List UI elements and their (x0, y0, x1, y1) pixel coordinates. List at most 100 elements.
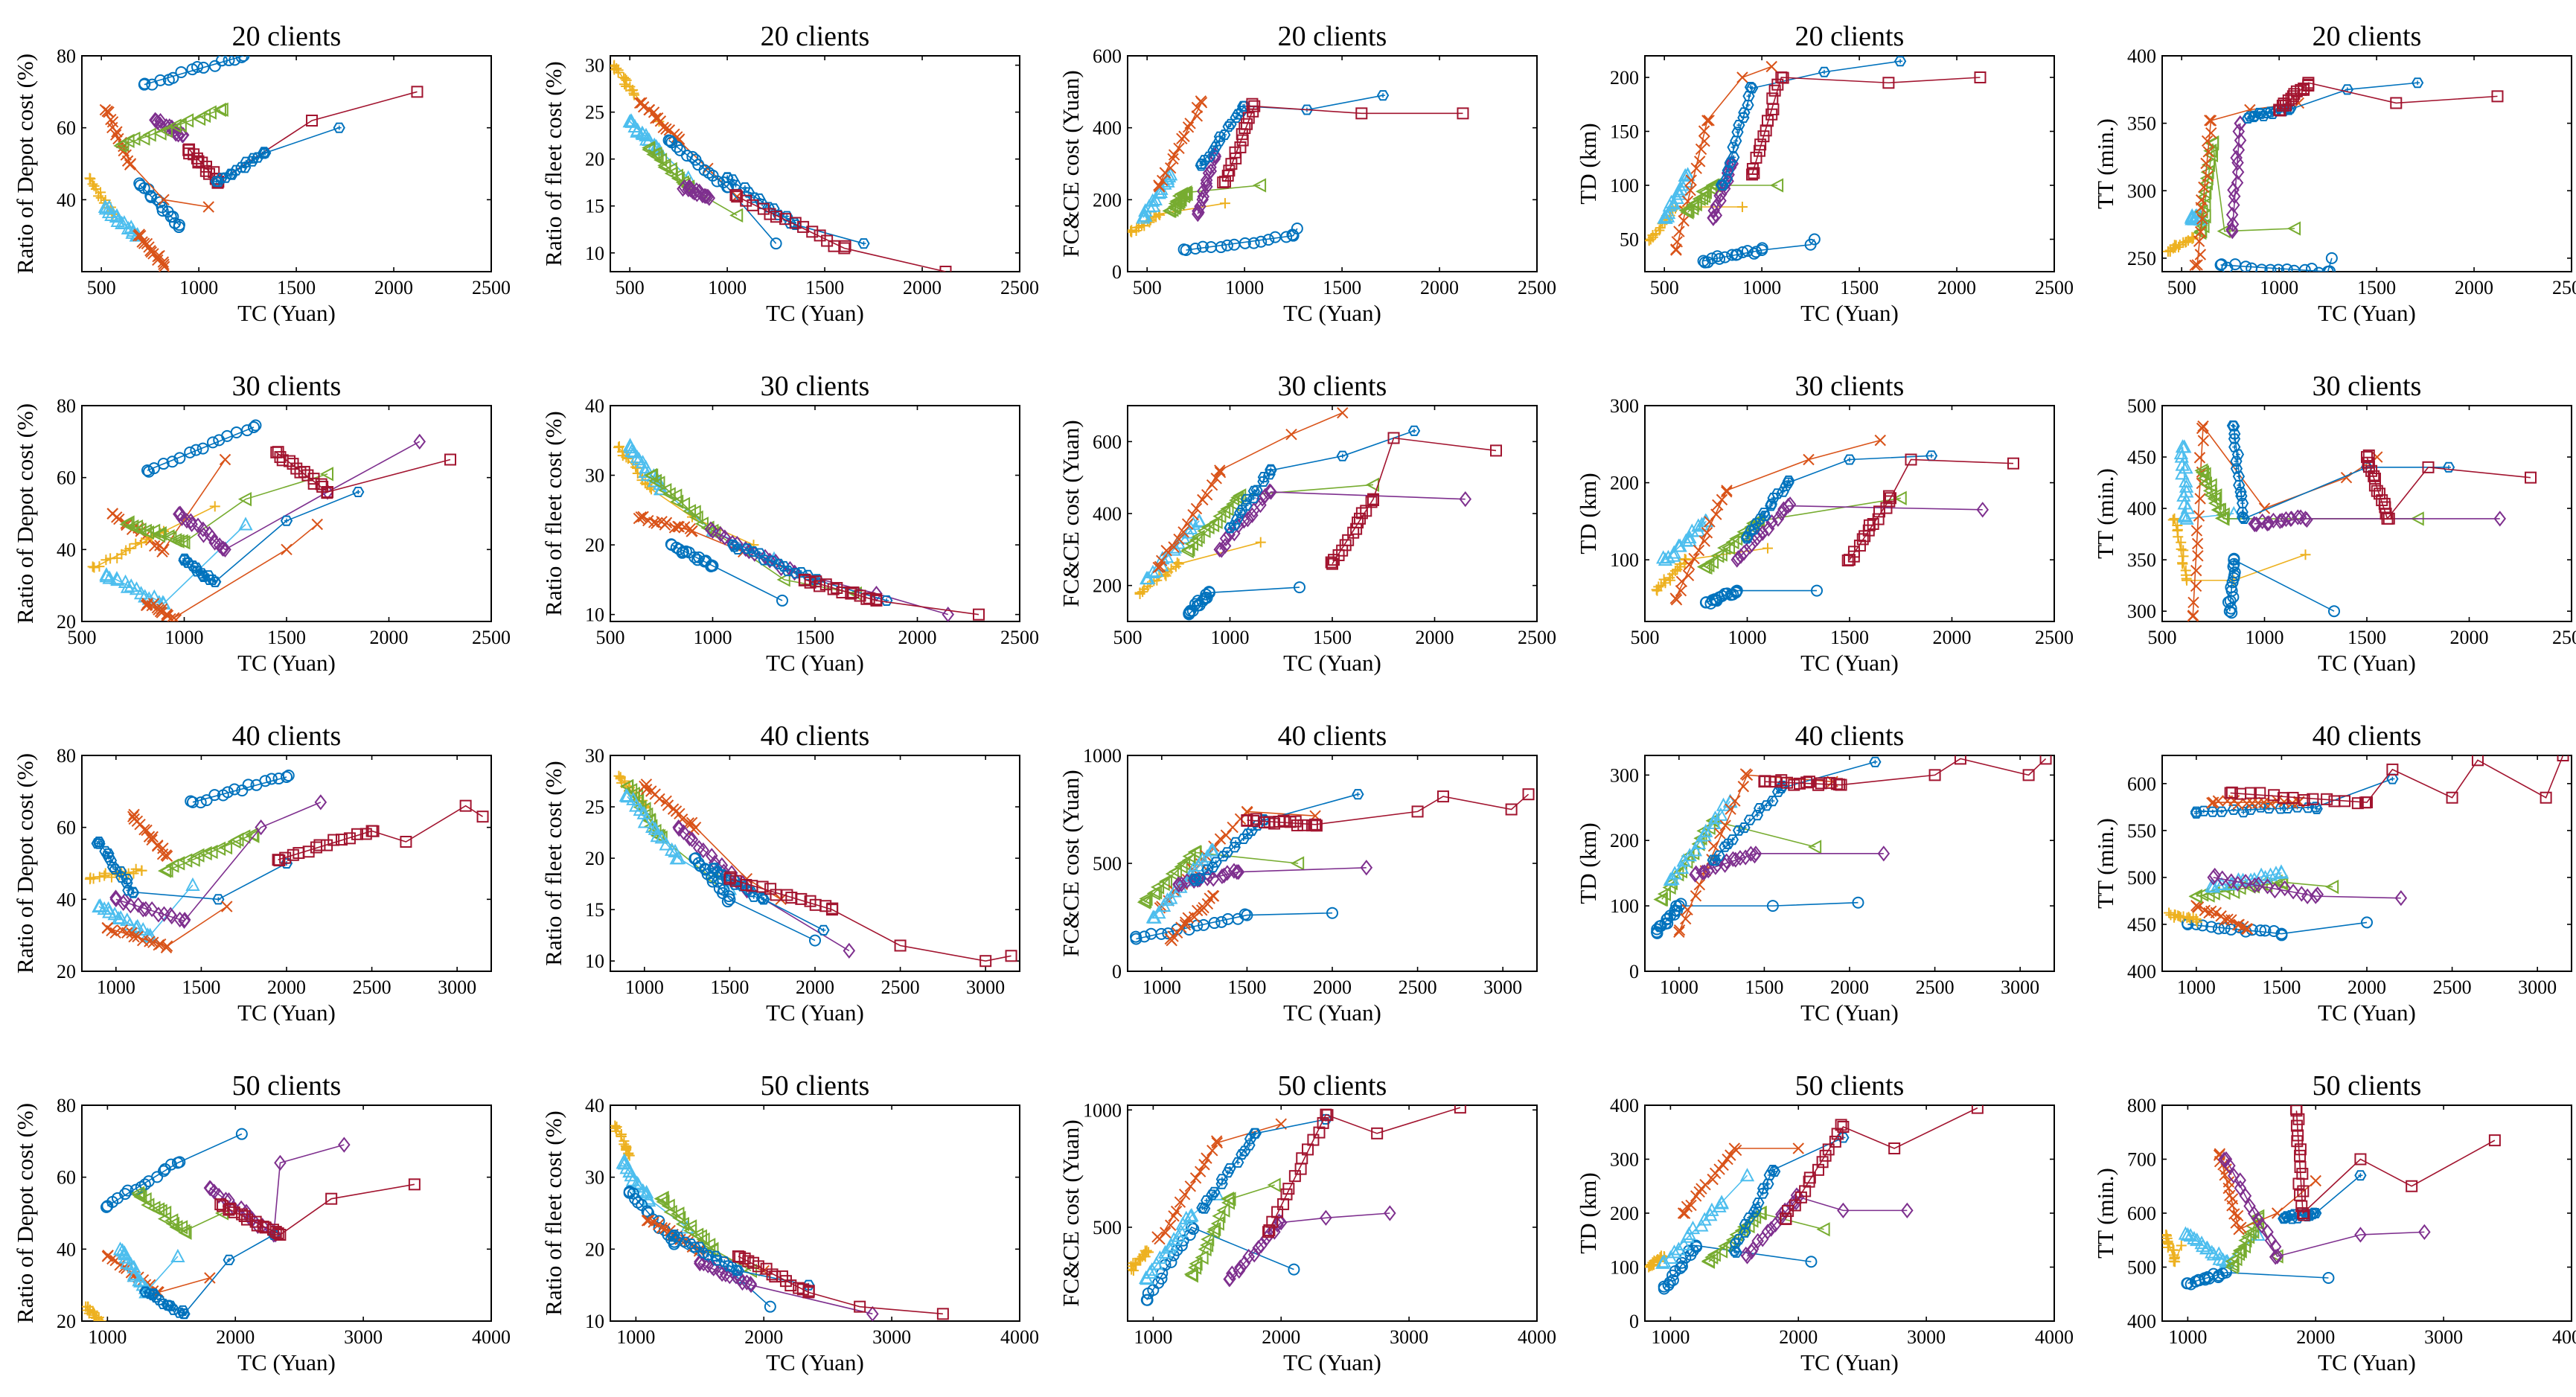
data-point (747, 891, 760, 902)
data-point (1217, 505, 1231, 520)
data-point (166, 455, 179, 468)
data-point (1179, 918, 1192, 931)
data-point (259, 147, 272, 159)
x-tick-label: 1000 (165, 627, 204, 648)
data-point (1771, 511, 1785, 527)
data-point (400, 836, 412, 848)
data-point (2226, 223, 2239, 240)
x-tick-label: 2000 (1420, 277, 1459, 298)
data-point (1206, 479, 1218, 491)
data-point (1265, 484, 1277, 500)
data-point (1698, 535, 1710, 547)
data-point (613, 770, 624, 781)
data-point (2281, 1211, 2293, 1222)
panel-title: 30 clients (2313, 371, 2422, 402)
data-point (1711, 250, 1724, 263)
data-point (624, 443, 639, 458)
series-group (1651, 434, 2019, 610)
data-point (2174, 449, 2189, 463)
data-point (1178, 130, 1190, 142)
data-point (212, 176, 225, 188)
x-tick-label: 500 (596, 627, 625, 648)
data-point (624, 1168, 639, 1182)
data-point (92, 898, 106, 912)
y-tick-label: 100 (1610, 1257, 1639, 1279)
y-tick-label: 200 (1610, 473, 1639, 494)
data-point (281, 543, 293, 556)
x-axis-label: TC (Yuan) (1283, 1000, 1381, 1026)
data-point (1139, 891, 1153, 907)
data-point (2193, 452, 2206, 464)
x-tick-label: 1000 (2246, 627, 2284, 648)
data-point (2225, 206, 2239, 223)
x-tick-label: 2000 (374, 277, 413, 298)
data-point (2240, 797, 2253, 810)
data-point (1201, 864, 1214, 875)
data-point (619, 779, 633, 794)
data-point (1167, 153, 1179, 165)
data-point (2195, 194, 2208, 206)
data-point (1522, 788, 1535, 801)
data-point (2231, 174, 2244, 191)
data-point (2162, 246, 2173, 257)
data-point (702, 1250, 715, 1261)
data-point (1307, 1134, 1320, 1146)
data-point (92, 836, 106, 848)
data-point (1214, 464, 1226, 476)
data-point (817, 924, 830, 936)
data-point (101, 1200, 114, 1212)
data-point (1134, 587, 1145, 598)
data-point (2205, 127, 2217, 139)
data-point (2235, 490, 2248, 502)
data-point (1740, 533, 1754, 544)
x-tick-label: 2000 (2450, 627, 2489, 648)
data-point (738, 1252, 751, 1265)
data-point (1741, 769, 1754, 781)
x-tick-label: 2500 (2035, 627, 2074, 648)
data-point (1197, 240, 1209, 253)
data-point (1720, 173, 1733, 185)
data-point (1198, 1159, 1210, 1171)
data-point (1355, 107, 1368, 120)
data-point (2197, 420, 2209, 432)
x-tick-label: 3000 (438, 976, 476, 998)
y-tick-label: 400 (1610, 1095, 1639, 1116)
data-point (1698, 125, 1710, 137)
data-point (1294, 581, 1305, 594)
data-point (2212, 922, 2225, 935)
data-point (1775, 505, 1788, 522)
y-tick-label: 20 (57, 961, 76, 982)
data-point (1782, 477, 1794, 488)
y-tick-label: 25 (585, 796, 604, 818)
data-point (1170, 1205, 1183, 1218)
data-point (2254, 787, 2266, 799)
y-axis-label: FC&CE cost (Yuan) (1058, 70, 1084, 257)
data-point (936, 1308, 949, 1320)
x-tick-label: 2500 (1000, 277, 1039, 298)
data-point (249, 419, 262, 432)
data-point (1794, 1191, 1807, 1203)
data-point (161, 940, 173, 952)
x-axis-label: TC (Yuan) (1283, 300, 1381, 326)
data-point (1195, 158, 1208, 170)
data-point (85, 872, 96, 883)
data-point (2190, 525, 2203, 537)
data-point (1663, 872, 1678, 886)
data-point (2525, 471, 2537, 484)
data-point (113, 138, 127, 153)
data-point (1738, 107, 1751, 118)
data-point (1808, 840, 1822, 854)
data-point (2190, 806, 2202, 817)
data-point (613, 67, 624, 78)
data-point (127, 1259, 141, 1273)
data-point (1168, 149, 1180, 161)
data-point (1192, 513, 1206, 527)
y-axis-label: Ratio of Depot cost (%) (12, 1103, 38, 1323)
data-point (1753, 527, 1766, 543)
data-point (2225, 1258, 2240, 1273)
data-point (1701, 527, 1713, 539)
data-point (169, 1220, 183, 1235)
data-point (235, 1128, 248, 1140)
data-point (2198, 181, 2210, 194)
data-point (2190, 564, 2202, 577)
